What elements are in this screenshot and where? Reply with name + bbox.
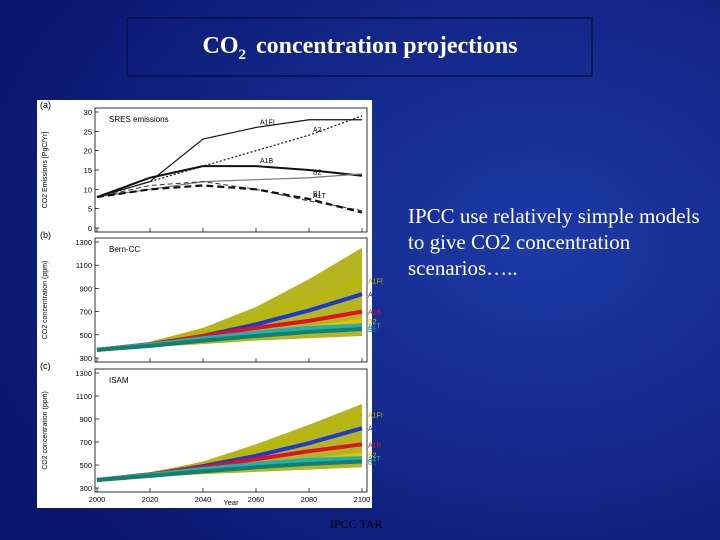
- y-tick-label: 300: [79, 354, 92, 363]
- series-label: B1: [368, 327, 377, 334]
- series-label: A1T: [368, 456, 382, 463]
- y-tick-label: 1100: [76, 392, 92, 401]
- series-label: A2: [368, 292, 377, 299]
- x-tick-label: 2080: [301, 495, 318, 504]
- series-label: B1: [368, 460, 377, 467]
- series-label: A2: [313, 127, 322, 134]
- panel-label: Bern-CC: [109, 245, 140, 254]
- series-label: A1FI: [260, 119, 275, 126]
- panel-label: ISAM: [109, 376, 129, 385]
- series-label: A2: [368, 426, 377, 433]
- y-axis-label: CO2 concentration (ppm): [42, 261, 49, 340]
- series-line: [96, 165, 363, 199]
- series-label: A1B: [260, 158, 274, 165]
- series-line: [96, 181, 363, 212]
- panel-frame: [94, 237, 368, 363]
- y-tick-label: 700: [79, 438, 92, 447]
- series-line: [96, 184, 363, 214]
- series-line: [96, 119, 362, 198]
- panel-tag: (b): [40, 230, 51, 240]
- series-label: A1B: [368, 442, 382, 449]
- slide-title: CO2 concentration projections: [202, 33, 517, 63]
- y-tick-label: 1300: [75, 369, 92, 378]
- y-tick-label: 900: [79, 415, 92, 424]
- series-label: A1FI: [368, 412, 383, 419]
- y-tick-label: 1100: [76, 261, 92, 270]
- x-axis-label: Year: [223, 498, 239, 507]
- y-tick-label: 500: [79, 461, 92, 470]
- title-main: CO: [202, 33, 238, 59]
- series-label: B2: [368, 453, 377, 460]
- series-label: A1FI: [368, 278, 383, 285]
- y-tick-label: 700: [79, 308, 92, 317]
- x-tick-label: 2000: [89, 495, 106, 504]
- series-line: [96, 327, 363, 352]
- figure: (a) SRES emissions CO2 Emissions [PgC/Yr] 0…: [40, 100, 383, 507]
- series-label: B1: [313, 191, 322, 198]
- series-label: A1T: [313, 193, 327, 200]
- series-line: [96, 459, 363, 482]
- y-axis-label: CO2 concentration (ppm): [42, 391, 49, 470]
- panel-frame: [94, 368, 368, 493]
- y-tick-label: 20: [84, 147, 92, 156]
- y-tick-label: 1300: [75, 238, 92, 247]
- y-tick-label: 5: [88, 205, 92, 214]
- panel-label: SRES emissions: [109, 115, 169, 124]
- series-label: A1T: [368, 324, 382, 331]
- x-tick-label: 2100: [354, 495, 371, 504]
- series-label: B2: [313, 170, 322, 177]
- y-tick-label: 30: [84, 108, 92, 117]
- title-box: [126, 17, 593, 77]
- y-tick-label: 10: [84, 185, 92, 194]
- y-tick-label: 0: [88, 224, 92, 233]
- body-text: IPCC use relatively simple models to giv…: [408, 204, 700, 280]
- y-tick-label: 25: [84, 127, 92, 136]
- y-tick-label: 500: [79, 331, 92, 340]
- x-tick-label: 2060: [248, 495, 265, 504]
- y-axis-label: CO2 Emissions [PgC/Yr]: [42, 132, 49, 209]
- x-tick-label: 2020: [142, 495, 159, 504]
- x-tick-label: 2040: [195, 495, 212, 504]
- y-tick-label: 900: [79, 284, 92, 293]
- y-tick-label: 15: [84, 166, 92, 175]
- panel-tag: (a): [40, 100, 51, 110]
- series-label: A1B: [368, 310, 382, 317]
- footer: IPCC TAR: [330, 517, 383, 531]
- title-subscript: 2: [238, 47, 246, 63]
- y-tick-label: 300: [79, 484, 92, 493]
- panel-tag: (c): [40, 361, 51, 371]
- title-rest: concentration projections: [256, 33, 518, 59]
- series-label: B2: [368, 319, 377, 326]
